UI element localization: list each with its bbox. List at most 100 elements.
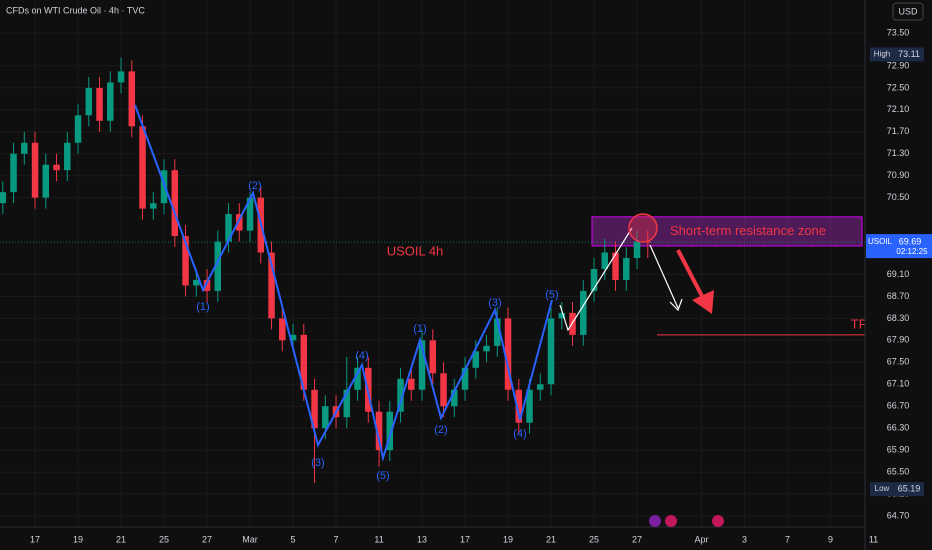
x-tick-label: 3 <box>742 534 747 544</box>
y-tick-label: 67.90 <box>887 335 910 345</box>
candle-body <box>461 367 469 390</box>
candle-body <box>386 411 394 451</box>
candle-body <box>322 406 329 429</box>
last-badge <box>866 234 932 259</box>
candle-body <box>0 192 7 204</box>
candle-body <box>375 411 383 451</box>
event-icon[interactable] <box>665 515 677 527</box>
candle-body <box>515 389 523 423</box>
candle-body <box>343 389 351 418</box>
candle-body <box>311 389 318 429</box>
candle-body <box>21 142 28 154</box>
candle-body <box>96 87 103 121</box>
candle-body <box>451 389 458 407</box>
x-tick-label: 19 <box>503 534 513 544</box>
y-tick-label: 71.30 <box>887 148 910 158</box>
event-icon[interactable] <box>712 515 724 527</box>
currency[interactable]: USD <box>898 6 918 16</box>
badge-label: High <box>874 50 890 59</box>
chart-title: CFDs on WTI Crude Oil · 4h · TVC <box>6 5 145 15</box>
white-arrow <box>649 244 679 309</box>
candle-body <box>289 334 297 341</box>
y-tick-label: 73.50 <box>887 27 910 37</box>
wave-line <box>134 104 553 462</box>
last-badge-label: USOIL <box>868 237 893 246</box>
x-tick-label: 25 <box>589 534 599 544</box>
badge-value: 65.19 <box>898 483 921 493</box>
x-tick-label: 21 <box>116 534 126 544</box>
candle-body <box>268 252 275 319</box>
x-tick-label: Mar <box>242 534 258 544</box>
wave-label: (5) <box>545 289 558 301</box>
x-tick-label: 17 <box>460 534 470 544</box>
candle-body <box>623 258 630 280</box>
price-axis-bg <box>865 0 932 550</box>
candle-body <box>139 126 146 209</box>
candle-body <box>644 241 652 243</box>
x-tick-label: 17 <box>30 534 40 544</box>
wave-label: (3) <box>311 457 324 469</box>
candle-body <box>31 142 39 198</box>
wave-label: (5) <box>376 470 389 482</box>
y-tick-label: 65.90 <box>887 445 910 455</box>
candle-body <box>440 373 447 407</box>
red-arrow <box>676 249 706 301</box>
candle-body <box>10 153 17 193</box>
y-tick-label: 66.30 <box>887 423 910 433</box>
y-tick-label: 70.50 <box>887 192 910 202</box>
x-tick-label: 27 <box>632 534 642 544</box>
candle-body <box>85 87 93 116</box>
x-tick-label: 11 <box>374 534 383 544</box>
zone-label: Short-term resistance zone <box>670 223 826 238</box>
candle-body <box>117 71 125 83</box>
x-tick-label: 9 <box>828 534 833 544</box>
candle-body <box>429 340 437 374</box>
white-path <box>559 227 633 332</box>
candle-body <box>526 389 533 423</box>
y-tick-label: 68.30 <box>887 313 910 323</box>
x-tick-label: 13 <box>417 534 427 544</box>
candle-body <box>494 318 501 346</box>
badge-label: Low <box>875 484 890 493</box>
x-tick-label: 27 <box>202 534 212 544</box>
y-tick-label: 67.50 <box>887 357 910 367</box>
candle-body <box>64 142 71 171</box>
candle-body <box>612 252 619 280</box>
x-tick-label: 7 <box>334 534 339 544</box>
candle-body <box>472 351 480 368</box>
event-icon[interactable] <box>649 515 661 527</box>
y-tick-label: 64.70 <box>887 510 910 520</box>
price-badge <box>894 47 924 62</box>
candle-body <box>225 214 232 242</box>
candle-body <box>279 318 286 341</box>
white-arrowhead <box>669 298 683 312</box>
price-badge <box>894 482 924 497</box>
labels: Short-term resistance zoneTP:68USOIL 4h(… <box>196 180 885 482</box>
x-tick-label: 21 <box>546 534 556 544</box>
candle-body <box>74 115 82 143</box>
candle-body <box>590 269 598 291</box>
candle-body <box>418 340 426 390</box>
wave-label: (2) <box>434 424 447 436</box>
candle-body <box>182 236 189 286</box>
candle-body <box>547 318 555 385</box>
candle-body <box>300 334 308 390</box>
candle-body <box>53 164 60 171</box>
candle-body <box>203 279 211 291</box>
currency-box[interactable] <box>892 2 924 21</box>
candle-body <box>354 367 361 390</box>
badge-value: 73.11 <box>898 49 920 59</box>
x-tick-label: 25 <box>159 534 169 544</box>
y-tick-label: 67.10 <box>887 379 910 389</box>
wave-label: (4) <box>513 428 526 440</box>
x-tick-label: 19 <box>73 534 83 544</box>
y-tick-label: 71.70 <box>887 126 910 136</box>
candle-body <box>408 378 415 390</box>
last-badge-countdown: 02:12:25 <box>896 247 928 256</box>
last-badge-value: 69.69 <box>899 236 922 246</box>
x-tick-label: 7 <box>785 534 790 544</box>
candle-body <box>246 197 254 231</box>
wave-label: (1) <box>413 323 426 335</box>
candle-body <box>150 203 157 209</box>
